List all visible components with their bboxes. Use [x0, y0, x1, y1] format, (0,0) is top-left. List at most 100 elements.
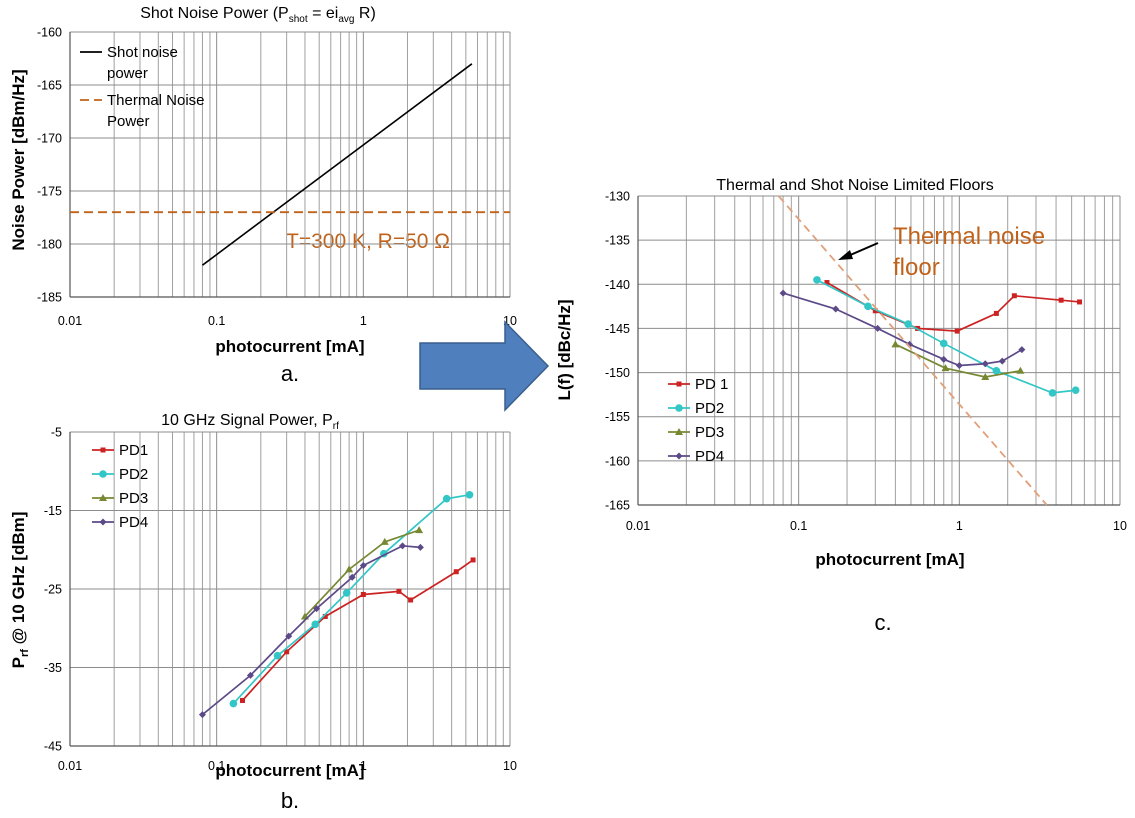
- y-tick-label: -135: [605, 234, 630, 248]
- legend-marker: [675, 428, 683, 435]
- y-tick-label: -185: [37, 291, 62, 305]
- series-pd3: [891, 340, 1025, 380]
- data-point: [399, 542, 407, 550]
- legend-marker: [99, 470, 107, 478]
- y-tick-label: -155: [605, 410, 630, 424]
- series-pd-1: [824, 280, 1083, 334]
- data-point: [246, 671, 254, 679]
- y-tick-label: -140: [605, 278, 630, 292]
- legend-label: Thermal Noise: [107, 92, 205, 109]
- data-point: [1077, 299, 1083, 305]
- data-point: [322, 613, 328, 619]
- x-tick-label: 0.01: [58, 314, 82, 328]
- series-line: [201, 544, 421, 716]
- data-point: [313, 605, 321, 613]
- data-point: [360, 591, 366, 597]
- data-point: [284, 649, 290, 655]
- data-point: [470, 557, 476, 563]
- data-point: [939, 339, 948, 348]
- data-point: [415, 526, 424, 534]
- y-tick-label: -15: [44, 504, 62, 518]
- chart-a-ylabel: Noise Power [dBm/Hz]: [9, 69, 28, 250]
- data-point: [1018, 346, 1026, 354]
- data-point: [824, 280, 830, 286]
- legend-label: PD 1: [695, 376, 728, 393]
- data-point: [273, 651, 282, 660]
- data-point: [359, 561, 367, 569]
- y-tick-label: -160: [37, 26, 62, 40]
- chart-a-shot-noise: Shot Noise Power (Pshot = eiavg R) photo…: [9, 5, 517, 386]
- x-tick-label: 1: [360, 759, 367, 773]
- legend-marker: [99, 518, 107, 526]
- x-tick-label: 1: [956, 519, 963, 533]
- series-pd2: [813, 276, 1080, 397]
- legend-label: Shot noise: [107, 44, 178, 61]
- data-point: [396, 588, 402, 594]
- y-tick-label: -145: [605, 322, 630, 336]
- caption-a: a.: [281, 361, 299, 386]
- series-pd4: [779, 289, 1026, 370]
- legend-label: PD2: [695, 400, 724, 417]
- data-point: [981, 372, 990, 380]
- data-point: [408, 597, 414, 603]
- legend-marker: [100, 447, 106, 453]
- data-point: [229, 699, 238, 708]
- data-point: [872, 308, 878, 314]
- x-tick-label: 0.1: [790, 519, 807, 533]
- chart-a-xlabel: photocurrent [mA]: [215, 337, 364, 356]
- y-tick-label: -160: [605, 454, 630, 468]
- chart-c-plot: 0.01 0.1 1 10 -130 -135 -140 -145 -150 -155 -160 -1…: [605, 190, 1127, 534]
- x-tick-label: 10: [1113, 519, 1127, 533]
- arrowhead-icon: [838, 250, 853, 260]
- series-line: [777, 195, 1048, 506]
- thermal-noise-floor-annotation: Thermal noise floor: [838, 223, 1045, 281]
- legend-label: PD4: [119, 514, 148, 531]
- data-point: [1058, 297, 1064, 303]
- annotation-arrow-shaft: [847, 242, 879, 257]
- data-point: [380, 537, 389, 545]
- chart-b-plot: 0.01 0.1 1 10 -5 -15 -25 -35 -45 PD1 PD2 PD3 PD4: [44, 426, 517, 774]
- annotation-label: Thermal noise: [893, 223, 1045, 250]
- series-line: [826, 281, 1080, 332]
- series-pd4: [198, 542, 424, 719]
- legend-label: power: [107, 65, 148, 82]
- data-point: [954, 328, 960, 334]
- data-point: [904, 320, 912, 328]
- legend-label: PD1: [119, 442, 148, 459]
- legend-label: PD4: [695, 448, 724, 465]
- data-point: [442, 494, 451, 503]
- data-point: [940, 355, 948, 363]
- caption-c: c.: [874, 610, 891, 635]
- series-thermal-noise-floor: [777, 195, 1048, 506]
- chart-b-legend: PD1 PD2 PD3 PD4: [92, 442, 148, 531]
- data-point: [813, 276, 821, 284]
- x-tick-label: 0.01: [58, 759, 82, 773]
- y-tick-label: -180: [37, 238, 62, 252]
- series-line: [201, 63, 473, 266]
- series-line: [895, 343, 1021, 378]
- data-point: [285, 632, 293, 640]
- right-arrow-icon: [419, 320, 550, 412]
- data-point: [1048, 389, 1057, 397]
- series-line: [782, 292, 1023, 367]
- y-tick-label: -5: [51, 426, 62, 440]
- chart-c-legend: PD 1 PD2 PD3 PD4: [668, 376, 728, 465]
- data-point: [998, 357, 1006, 365]
- chart-b-xlabel: photocurrent [mA]: [215, 761, 364, 780]
- y-tick-label: -130: [605, 190, 630, 204]
- annotation-label: floor: [893, 254, 940, 281]
- series-line: [241, 559, 474, 702]
- data-point: [779, 289, 787, 297]
- data-point: [955, 362, 963, 370]
- series-shot-noise-power: [201, 63, 473, 266]
- y-tick-label: -175: [37, 185, 62, 199]
- legend-label: PD2: [119, 466, 148, 483]
- data-point: [1011, 293, 1017, 299]
- legend-label: Power: [107, 113, 150, 130]
- legend-marker: [676, 381, 682, 387]
- chart-c-xlabel: photocurrent [mA]: [815, 550, 964, 569]
- x-tick-label: 0.1: [208, 759, 225, 773]
- data-point: [345, 565, 354, 573]
